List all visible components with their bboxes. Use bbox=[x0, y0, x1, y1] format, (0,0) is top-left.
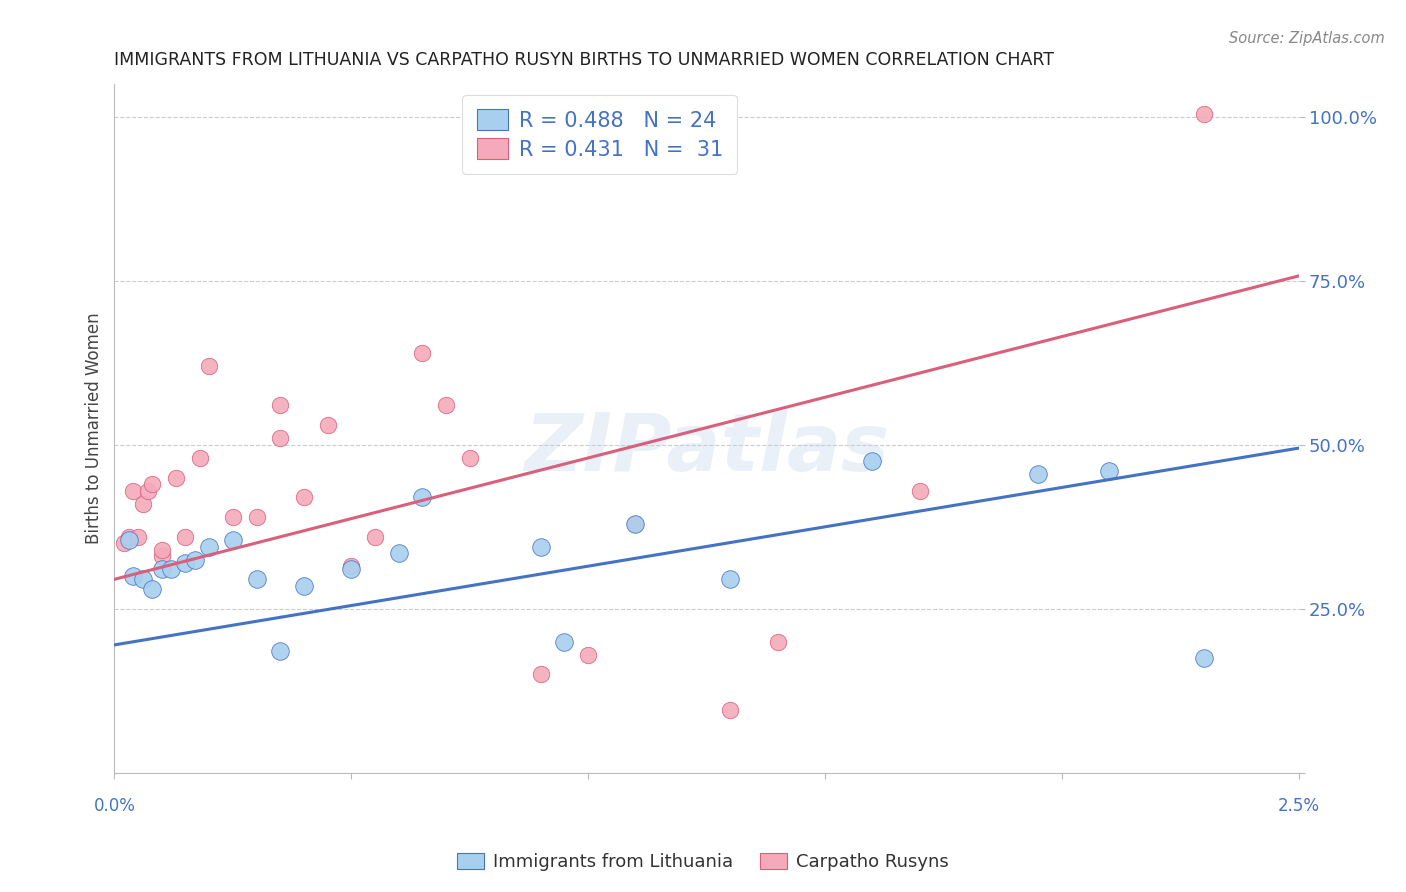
Text: 0.0%: 0.0% bbox=[93, 797, 135, 814]
Point bbox=[174, 530, 197, 544]
Point bbox=[292, 491, 315, 505]
Point bbox=[553, 634, 575, 648]
Legend: Immigrants from Lithuania, Carpatho Rusyns: Immigrants from Lithuania, Carpatho Rusy… bbox=[450, 846, 956, 879]
Point bbox=[411, 346, 433, 360]
Point bbox=[141, 477, 163, 491]
Point bbox=[141, 582, 163, 596]
Point bbox=[624, 516, 647, 531]
Point bbox=[245, 572, 267, 586]
Point bbox=[624, 516, 647, 531]
Point bbox=[766, 634, 789, 648]
Point bbox=[150, 562, 173, 576]
Point bbox=[1192, 106, 1215, 120]
Point bbox=[136, 483, 159, 498]
Point bbox=[269, 399, 291, 413]
Point bbox=[411, 491, 433, 505]
Point bbox=[150, 549, 173, 564]
Point bbox=[576, 648, 599, 662]
Point bbox=[245, 510, 267, 524]
Point bbox=[718, 703, 741, 717]
Point bbox=[908, 483, 931, 498]
Point bbox=[198, 540, 221, 554]
Point bbox=[718, 572, 741, 586]
Point bbox=[198, 359, 221, 373]
Point bbox=[117, 533, 139, 547]
Point bbox=[222, 510, 245, 524]
Point bbox=[292, 579, 315, 593]
Point bbox=[530, 667, 553, 681]
Point bbox=[458, 450, 481, 465]
Point bbox=[434, 399, 457, 413]
Point bbox=[222, 533, 245, 547]
Text: ZIPatlas: ZIPatlas bbox=[524, 410, 889, 488]
Text: Source: ZipAtlas.com: Source: ZipAtlas.com bbox=[1229, 31, 1385, 46]
Point bbox=[132, 572, 155, 586]
Point bbox=[122, 569, 145, 583]
Text: 2.5%: 2.5% bbox=[1278, 797, 1319, 814]
Point bbox=[1026, 467, 1049, 482]
Point bbox=[132, 497, 155, 511]
Point bbox=[530, 540, 553, 554]
Point bbox=[122, 483, 145, 498]
Point bbox=[1098, 464, 1121, 478]
Point bbox=[188, 450, 211, 465]
Point bbox=[160, 562, 183, 576]
Point bbox=[387, 546, 409, 560]
Point bbox=[340, 562, 363, 576]
Legend: R = 0.488   N = 24, R = 0.431   N =  31: R = 0.488 N = 24, R = 0.431 N = 31 bbox=[463, 95, 737, 175]
Point bbox=[860, 454, 883, 468]
Point bbox=[184, 552, 207, 566]
Point bbox=[340, 559, 363, 574]
Y-axis label: Births to Unmarried Women: Births to Unmarried Women bbox=[86, 312, 103, 544]
Text: IMMIGRANTS FROM LITHUANIA VS CARPATHO RUSYN BIRTHS TO UNMARRIED WOMEN CORRELATIO: IMMIGRANTS FROM LITHUANIA VS CARPATHO RU… bbox=[114, 51, 1054, 69]
Point bbox=[316, 418, 339, 433]
Point bbox=[1192, 651, 1215, 665]
Point bbox=[165, 470, 187, 484]
Point bbox=[174, 556, 197, 570]
Point bbox=[112, 536, 135, 550]
Point bbox=[269, 431, 291, 445]
Point bbox=[117, 530, 139, 544]
Point bbox=[364, 530, 387, 544]
Point bbox=[269, 644, 291, 658]
Point bbox=[127, 530, 149, 544]
Point bbox=[150, 542, 173, 557]
